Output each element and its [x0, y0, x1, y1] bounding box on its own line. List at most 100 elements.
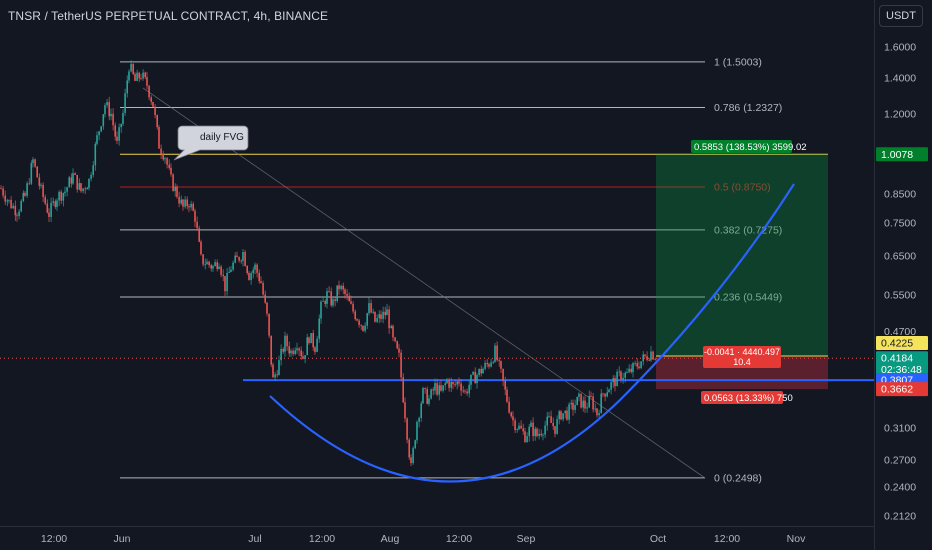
candle-body	[614, 378, 616, 387]
time-tick-label: Aug	[381, 533, 400, 545]
candle-body	[330, 291, 332, 306]
target-label-bg	[691, 140, 792, 153]
time-tick-label: 12:00	[41, 533, 67, 545]
candle-body	[458, 381, 460, 384]
candle-body	[30, 163, 33, 184]
price-badge: 0.4225	[876, 335, 928, 350]
candle-body	[550, 416, 552, 423]
candle-body	[544, 425, 546, 435]
trend-guide-line[interactable]	[142, 87, 874, 479]
candle-body	[234, 255, 236, 263]
candle-body	[412, 448, 414, 464]
candle-body	[212, 266, 214, 269]
candle-body	[494, 345, 496, 362]
candle-body	[490, 362, 492, 367]
candle-body	[36, 166, 38, 178]
candle-body	[284, 335, 286, 352]
candle-body	[304, 355, 306, 359]
candle-body	[622, 377, 624, 380]
candle-body	[506, 389, 508, 402]
candle-body	[620, 371, 622, 380]
candle-body	[4, 195, 6, 202]
price-tick-label: 0.4700	[884, 326, 916, 338]
price-badge: 0.3662	[876, 382, 928, 397]
candle-body	[238, 257, 240, 261]
price-tick-label: 0.8500	[884, 188, 916, 200]
candle-body	[432, 389, 434, 391]
candle-body	[264, 294, 266, 303]
candle-body	[312, 333, 314, 348]
candle-body	[266, 302, 268, 314]
candle-body	[476, 374, 478, 384]
candle-body	[38, 177, 41, 186]
candle-body	[492, 361, 494, 363]
candle-body	[126, 80, 128, 94]
candle-body	[592, 396, 594, 410]
candle-body	[44, 197, 46, 204]
candle-body	[478, 368, 480, 375]
target-label: 0.5853 (138.53%) 3599.02	[691, 140, 807, 153]
candle-body	[46, 203, 49, 213]
candle-body	[140, 78, 142, 80]
candle-body	[286, 335, 288, 347]
candle-body	[416, 421, 418, 441]
candle-body	[24, 192, 26, 196]
candle-body	[452, 382, 454, 385]
candle-body	[306, 337, 308, 356]
candle-body	[96, 135, 98, 144]
candle-body	[294, 350, 296, 354]
candle-body	[152, 101, 154, 107]
candle-body	[252, 269, 254, 274]
candle-body	[0, 188, 2, 190]
candle-body	[464, 390, 466, 392]
candle-body	[538, 433, 540, 437]
candle-body	[624, 372, 626, 378]
candle-body	[574, 405, 576, 410]
candle-body	[424, 387, 426, 389]
candle-body	[40, 184, 42, 186]
price-tick-label: 0.7500	[884, 217, 916, 229]
candle-body	[72, 173, 74, 184]
candle-body	[354, 311, 356, 320]
price-tick-label: 0.2120	[884, 511, 916, 523]
currency-button[interactable]: USDT	[879, 5, 923, 27]
price-badge-value: 0.3662	[881, 384, 913, 396]
candle-body	[194, 210, 196, 222]
candle-body	[106, 102, 108, 106]
candle-body	[160, 148, 162, 154]
candle-body	[526, 436, 528, 443]
candle-body	[270, 335, 272, 365]
candle-body	[114, 125, 116, 137]
candle-body	[402, 377, 404, 403]
cup-curve	[269, 183, 795, 483]
candle-body	[566, 410, 568, 420]
candle-body	[610, 382, 612, 390]
candle-body	[314, 347, 316, 352]
candle-body	[124, 93, 126, 113]
candle-body	[74, 173, 76, 175]
candle-body	[504, 380, 506, 390]
time-tick-label: Sep	[517, 533, 536, 545]
candle-body	[352, 303, 354, 312]
rounded-bottom-curve[interactable]	[269, 183, 795, 483]
candle-body	[62, 193, 65, 201]
price-badge-value: 1.0078	[881, 149, 913, 161]
candle-body	[552, 422, 554, 427]
candle-body	[456, 381, 458, 385]
candle-body	[598, 413, 600, 416]
candle-body	[646, 356, 648, 360]
candle-body	[600, 393, 602, 414]
candle-body	[52, 201, 54, 203]
candle-body	[192, 203, 194, 211]
time-tick-label: 12:00	[446, 533, 472, 545]
candle-body	[68, 177, 70, 188]
candle-body	[6, 200, 9, 202]
candle-body	[520, 425, 522, 429]
candle-body	[384, 311, 386, 316]
price-tick-label: 0.2700	[884, 454, 916, 466]
candle-body	[60, 191, 62, 201]
candle-body	[156, 115, 158, 128]
